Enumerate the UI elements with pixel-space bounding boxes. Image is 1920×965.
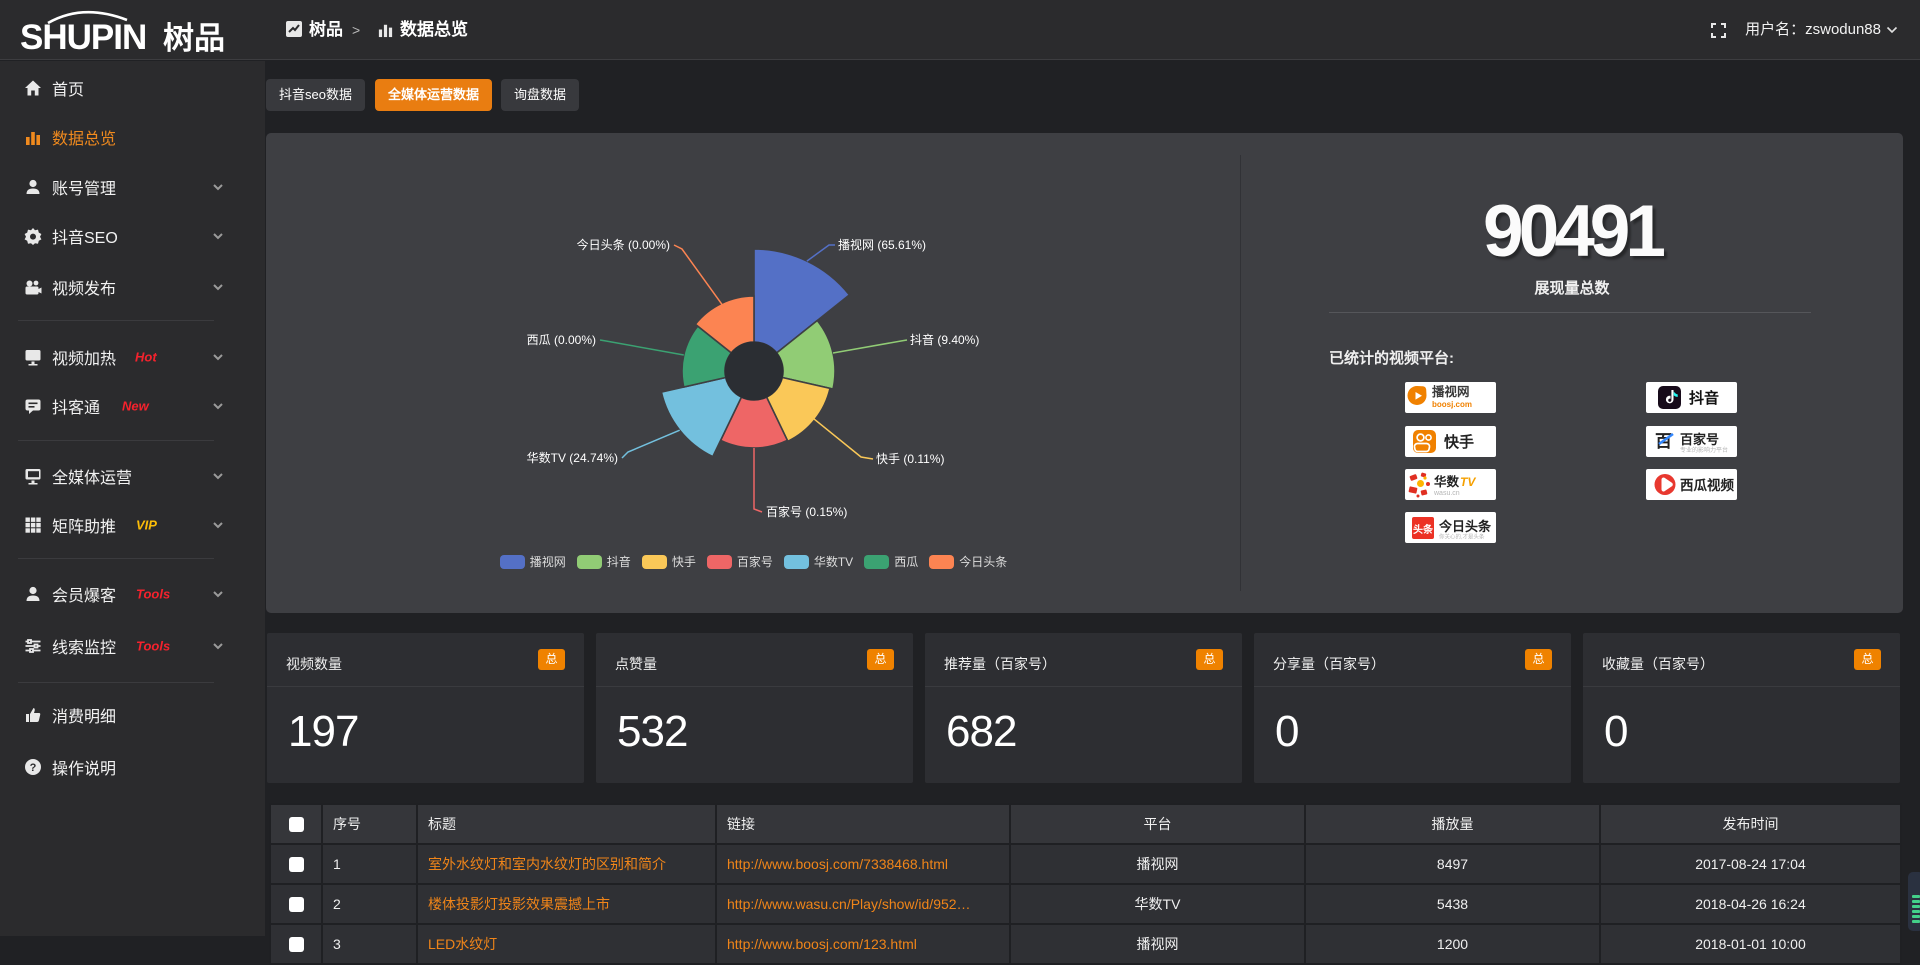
svg-text:wasu.cn: wasu.cn (1433, 490, 1460, 497)
svg-text:华数: 华数 (1434, 474, 1460, 489)
svg-text:西瓜 (0.00%): 西瓜 (0.00%) (527, 333, 596, 347)
svg-text:华数TV (24.74%): 华数TV (24.74%) (527, 450, 618, 465)
svg-text:?: ? (30, 762, 37, 774)
svg-text:百家号: 百家号 (1680, 432, 1719, 447)
svg-text:快手: 快手 (1444, 433, 1474, 451)
svg-text:今日头条: 今日头条 (1438, 519, 1492, 534)
svg-text:今日头条 (0.00%): 今日头条 (0.00%) (577, 237, 670, 252)
svg-text:百家号 (0.15%): 百家号 (0.15%) (766, 504, 847, 519)
svg-text:快手 (0.11%): 快手 (0.11%) (876, 452, 944, 466)
svg-text:SHUPIN: SHUPIN (20, 18, 146, 56)
svg-text:头条: 头条 (1413, 523, 1434, 536)
svg-text:西瓜视频: 西瓜视频 (1680, 477, 1734, 493)
svg-text:抖音 (9.40%): 抖音 (9.40%) (910, 332, 979, 347)
svg-text:TV: TV (1460, 475, 1476, 489)
svg-text:树品: 树品 (163, 21, 225, 56)
svg-text:你关心的,才是头条: 你关心的,才是头条 (1439, 533, 1485, 541)
svg-text:专业的影响力平台: 专业的影响力平台 (1680, 446, 1728, 454)
svg-text:播视网 (65.61%): 播视网 (65.61%) (838, 237, 926, 252)
svg-text:播视网: 播视网 (1432, 384, 1470, 399)
svg-text:boosj.com: boosj.com (1432, 400, 1472, 409)
svg-text:抖音: 抖音 (1689, 389, 1719, 407)
